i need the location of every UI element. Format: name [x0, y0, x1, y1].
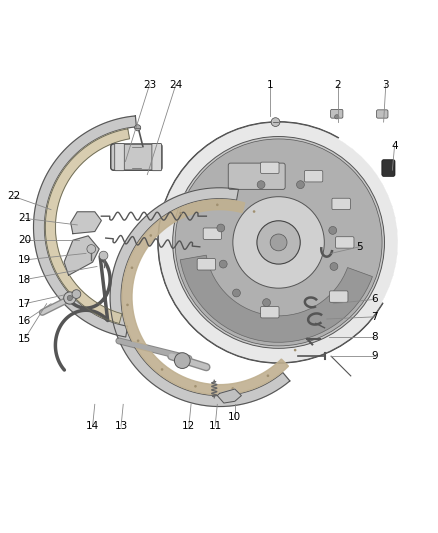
FancyBboxPatch shape — [114, 143, 124, 171]
FancyBboxPatch shape — [335, 237, 353, 248]
Circle shape — [215, 204, 218, 206]
Text: 20: 20 — [18, 235, 31, 245]
Text: 22: 22 — [7, 191, 21, 201]
Circle shape — [87, 245, 95, 253]
Circle shape — [269, 234, 286, 251]
Circle shape — [232, 289, 240, 297]
Text: 8: 8 — [371, 332, 377, 342]
Text: 14: 14 — [86, 421, 99, 431]
Circle shape — [231, 387, 233, 390]
Circle shape — [334, 115, 338, 119]
Circle shape — [216, 224, 224, 232]
Circle shape — [137, 340, 139, 342]
Wedge shape — [158, 122, 398, 363]
Text: 12: 12 — [182, 421, 195, 431]
Text: 5: 5 — [355, 242, 362, 252]
Polygon shape — [71, 212, 101, 233]
Circle shape — [329, 263, 337, 270]
Circle shape — [232, 197, 324, 288]
Text: 11: 11 — [208, 421, 221, 431]
FancyBboxPatch shape — [228, 163, 285, 189]
FancyBboxPatch shape — [381, 160, 394, 176]
Text: 10: 10 — [228, 413, 241, 423]
Circle shape — [158, 122, 398, 363]
Circle shape — [256, 221, 300, 264]
FancyBboxPatch shape — [330, 109, 342, 118]
FancyBboxPatch shape — [331, 198, 350, 209]
FancyBboxPatch shape — [152, 143, 161, 171]
Circle shape — [257, 181, 265, 189]
FancyBboxPatch shape — [260, 306, 279, 318]
Text: 21: 21 — [18, 213, 31, 223]
Text: 2: 2 — [334, 80, 340, 90]
Polygon shape — [122, 199, 288, 395]
Circle shape — [131, 266, 133, 269]
Circle shape — [149, 234, 152, 237]
Text: 17: 17 — [18, 298, 31, 309]
Circle shape — [219, 260, 226, 268]
Polygon shape — [217, 389, 241, 403]
Circle shape — [160, 368, 163, 371]
Polygon shape — [64, 236, 99, 275]
FancyBboxPatch shape — [304, 171, 322, 182]
Circle shape — [179, 212, 182, 215]
Polygon shape — [110, 188, 289, 407]
FancyBboxPatch shape — [329, 291, 347, 302]
Text: 6: 6 — [371, 294, 377, 304]
Text: 7: 7 — [371, 312, 377, 322]
Text: 3: 3 — [381, 80, 388, 90]
Circle shape — [126, 304, 128, 306]
FancyBboxPatch shape — [260, 162, 279, 174]
Circle shape — [271, 118, 279, 126]
FancyBboxPatch shape — [376, 110, 387, 118]
Circle shape — [252, 210, 255, 213]
Circle shape — [72, 290, 81, 298]
Text: 1: 1 — [266, 80, 272, 90]
FancyBboxPatch shape — [197, 259, 215, 270]
Circle shape — [134, 125, 141, 131]
Wedge shape — [180, 255, 371, 342]
Circle shape — [296, 181, 304, 189]
FancyBboxPatch shape — [203, 228, 221, 239]
Text: 15: 15 — [18, 334, 31, 344]
Text: 24: 24 — [169, 80, 182, 90]
Circle shape — [262, 298, 270, 306]
Circle shape — [174, 353, 190, 368]
Circle shape — [194, 385, 196, 387]
Text: 18: 18 — [18, 274, 31, 285]
FancyBboxPatch shape — [110, 144, 162, 170]
Text: 13: 13 — [114, 421, 127, 431]
Text: 19: 19 — [18, 255, 31, 265]
Circle shape — [328, 227, 336, 235]
Circle shape — [64, 292, 76, 304]
Text: 9: 9 — [371, 351, 377, 361]
Text: 23: 23 — [142, 80, 156, 90]
Circle shape — [293, 349, 296, 351]
Text: 16: 16 — [18, 316, 31, 326]
Polygon shape — [33, 116, 136, 337]
Circle shape — [67, 295, 72, 301]
Circle shape — [175, 139, 381, 346]
Circle shape — [99, 251, 108, 260]
Polygon shape — [45, 129, 129, 324]
Circle shape — [266, 375, 268, 377]
Text: 4: 4 — [390, 141, 397, 151]
